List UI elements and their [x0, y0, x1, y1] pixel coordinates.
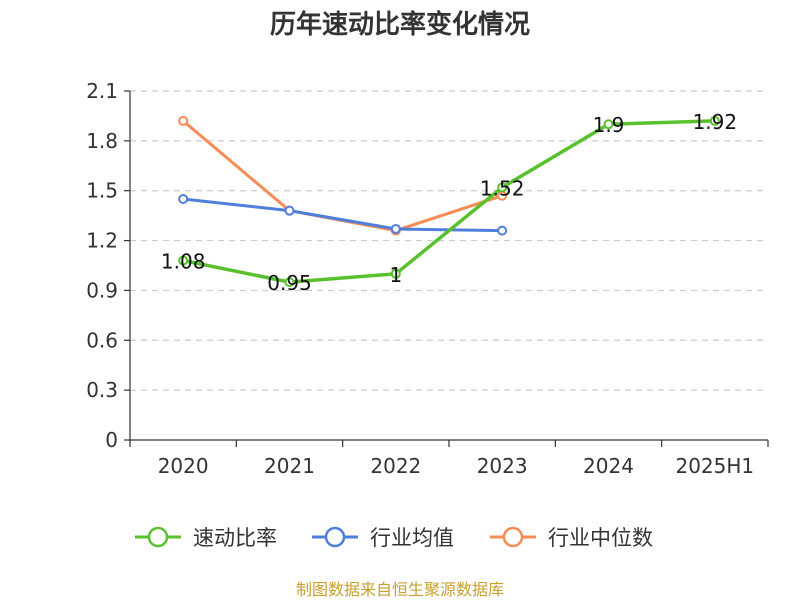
data-point: [390, 268, 401, 279]
legend-swatch-marker: [502, 526, 524, 548]
x-tick-label: 2022: [370, 454, 421, 478]
data-point: [284, 277, 295, 288]
y-tick-label: 0: [105, 428, 118, 452]
data-label: 1: [389, 263, 402, 287]
x-tick-label: 2025H1: [675, 454, 754, 478]
x-tick-label: 2023: [477, 454, 528, 478]
series-group: [178, 115, 720, 288]
data-point: [497, 225, 508, 236]
y-tick-label: 0.9: [86, 278, 118, 302]
data-label: 1.9: [593, 113, 625, 137]
x-tick-label: 2024: [583, 454, 634, 478]
y-tick-label: 2.1: [86, 79, 118, 103]
data-point: [709, 115, 720, 126]
data-label: 1.08: [161, 250, 206, 274]
data-labels: 1.08 0.95 1 1.52 1.9 1.92: [161, 110, 737, 295]
data-label: 0.95: [267, 271, 312, 295]
legend-swatch-marker: [147, 526, 169, 548]
series-line-3: [181, 119, 504, 233]
axes: 0 0.3 0.6 0.9 1.2 1.5 1.8 2.1 2020 2021 2022 2023 20…: [86, 79, 769, 478]
chart-title: 历年速动比率变化情况: [270, 9, 530, 40]
source-note: 制图数据来自恒生聚源数据库: [296, 580, 504, 599]
legend: 速动比率 行业均值 行业中位数: [135, 526, 653, 550]
gridlines: [130, 90, 768, 391]
y-tick-label: 1.5: [86, 179, 118, 203]
data-point: [497, 182, 508, 193]
legend-label: 行业中位数: [548, 526, 653, 550]
y-tick-label: 1.8: [86, 129, 118, 153]
y-tick-label: 0.3: [86, 378, 118, 402]
data-point: [178, 115, 189, 126]
x-tick-label: 2021: [264, 454, 315, 478]
data-label: 1.92: [693, 110, 738, 134]
series-line-1: [181, 119, 717, 284]
data-point: [284, 205, 295, 216]
data-label: 1.52: [480, 176, 525, 200]
legend-label: 行业均值: [370, 526, 454, 550]
legend-label: 速动比率: [193, 526, 277, 550]
data-point: [178, 255, 189, 266]
y-tick-label: 1.2: [86, 229, 118, 253]
data-point: [603, 119, 614, 130]
data-point: [178, 194, 189, 205]
x-tick-label: 2020: [158, 454, 209, 478]
y-tick-label: 0.6: [86, 328, 118, 352]
data-point: [390, 223, 401, 234]
legend-swatch-marker: [324, 526, 346, 548]
